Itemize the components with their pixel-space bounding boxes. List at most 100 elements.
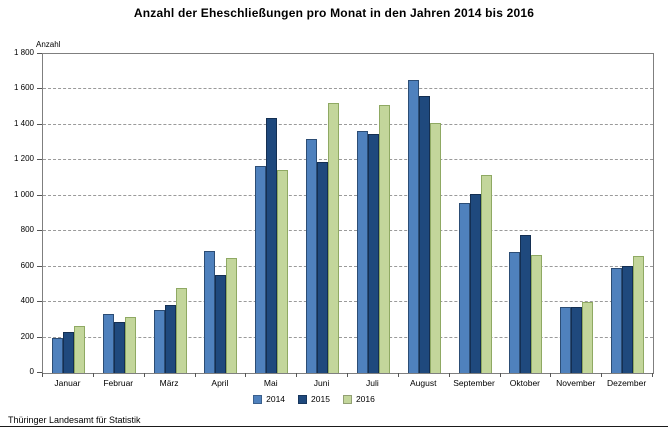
gridline-600: [43, 265, 653, 267]
x-tick-mark-4: [245, 373, 246, 377]
bottom-divider: [0, 426, 668, 427]
bar-2016-Februar: [124, 317, 136, 373]
x-tick-label-September: September: [453, 378, 495, 388]
bar-2015-Mai: [266, 117, 278, 373]
legend-swatch-2014: [253, 394, 263, 404]
bar-2015-April: [215, 274, 227, 373]
bar-2015-August: [418, 95, 430, 373]
x-tick-mark-5: [296, 373, 297, 377]
y-tick-mark-800: [37, 230, 42, 232]
bar-2016-November: [582, 302, 594, 373]
x-tick-label-Juli: Juli: [366, 378, 379, 388]
y-tick-label-1200: 1 200: [13, 154, 34, 164]
gridline-1400: [43, 123, 653, 125]
gridline-1200: [43, 159, 653, 161]
bar-2014-Juni: [306, 139, 318, 373]
y-tick-label-1400: 1 400: [13, 118, 34, 128]
legend-label-2015: 2015: [311, 394, 330, 404]
y-tick-label-800: 800: [20, 225, 34, 235]
x-tick-mark-6: [347, 373, 348, 377]
x-tick-mark-12: [652, 373, 653, 377]
x-tick-label-November: November: [556, 378, 596, 388]
x-tick-label-Mai: Mai: [263, 378, 278, 388]
plot-area: [42, 53, 654, 374]
y-tick-mark-1000: [37, 194, 42, 196]
bar-2015-Juni: [317, 162, 329, 373]
y-tick-mark-1400: [37, 123, 42, 125]
bar-2014-November: [560, 306, 572, 373]
x-tick-mark-10: [550, 373, 551, 377]
gridline-800: [43, 230, 653, 232]
bar-2015-Januar: [62, 332, 74, 373]
bar-2015-Oktober: [520, 234, 532, 373]
legend-item-2014: 2014: [253, 394, 285, 404]
gridline-400: [43, 301, 653, 303]
bar-2016-September: [480, 174, 492, 373]
y-tick-label-1600: 1 600: [13, 83, 34, 93]
y-tick-mark-1200: [37, 159, 42, 161]
bar-2014-Oktober: [509, 251, 521, 373]
legend-item-2015: 2015: [298, 394, 330, 404]
source-note: Thüringer Landesamt für Statistik: [8, 415, 141, 425]
x-tick-label-Oktober: Oktober: [509, 378, 541, 388]
y-tick-mark-400: [37, 301, 42, 303]
x-tick-label-Januar: Januar: [54, 378, 81, 388]
bar-2014-März: [153, 310, 165, 373]
x-tick-label-Dezember: Dezember: [606, 378, 647, 388]
bar-2016-August: [429, 123, 441, 373]
x-tick-mark-3: [195, 373, 196, 377]
x-tick-mark-0: [42, 373, 43, 377]
x-tick-label-März: März: [159, 378, 179, 388]
x-tick-mark-11: [601, 373, 602, 377]
y-tick-label-400: 400: [20, 296, 34, 306]
y-tick-label-1000: 1 000: [13, 189, 34, 199]
bar-2014-Januar: [51, 337, 63, 373]
gridline-1000: [43, 194, 653, 196]
bar-2015-September: [469, 194, 481, 373]
bar-2015-März: [164, 304, 176, 373]
bar-2014-April: [204, 250, 216, 373]
legend-swatch-2015: [298, 394, 308, 404]
y-tick-mark-0: [37, 372, 42, 373]
bar-2015-Dezember: [622, 265, 634, 373]
legend-item-2016: 2016: [342, 394, 375, 404]
bar-2015-November: [571, 306, 583, 373]
x-tick-label-April: April: [211, 378, 229, 388]
bar-2016-Januar: [73, 326, 85, 373]
x-tick-mark-2: [144, 373, 145, 377]
legend-swatch-2016: [342, 394, 352, 404]
bar-2014-Dezember: [611, 268, 623, 373]
bar-2015-Juli: [367, 133, 379, 373]
bar-2016-Dezember: [633, 256, 645, 373]
x-tick-mark-7: [398, 373, 399, 377]
bar-2016-April: [226, 257, 238, 373]
bar-2014-August: [407, 79, 419, 373]
y-tick-label-200: 200: [20, 331, 34, 341]
legend: 2014 2015 2016: [0, 394, 648, 404]
x-tick-mark-9: [500, 373, 501, 377]
bar-2016-Juni: [328, 102, 340, 373]
y-tick-mark-600: [37, 265, 42, 267]
bar-2016-Juli: [378, 104, 390, 373]
bar-2016-Mai: [277, 170, 289, 373]
y-axis-label: Anzahl: [36, 40, 61, 49]
x-tick-mark-1: [93, 373, 94, 377]
chart-title: Anzahl der Eheschließungen pro Monat in …: [133, 6, 535, 20]
x-tick-label-Juni: Juni: [313, 378, 330, 388]
legend-label-2016: 2016: [355, 394, 375, 404]
x-tick-label-August: August: [410, 378, 437, 388]
gridline-1600: [43, 88, 653, 90]
bar-2016-Oktober: [531, 255, 543, 373]
y-tick-label-600: 600: [20, 260, 34, 270]
x-tick-mark-8: [449, 373, 450, 377]
bar-2014-Juli: [356, 131, 368, 373]
gridline-200: [43, 336, 653, 338]
legend-label-2014: 2014: [266, 394, 286, 404]
bar-2015-Februar: [113, 321, 125, 373]
y-tick-label-0: 0: [29, 367, 34, 376]
bar-2014-September: [458, 202, 470, 373]
y-tick-mark-1600: [37, 88, 42, 90]
y-tick-label-1800: 1 800: [13, 48, 34, 57]
y-tick-mark-1800: [37, 53, 42, 54]
